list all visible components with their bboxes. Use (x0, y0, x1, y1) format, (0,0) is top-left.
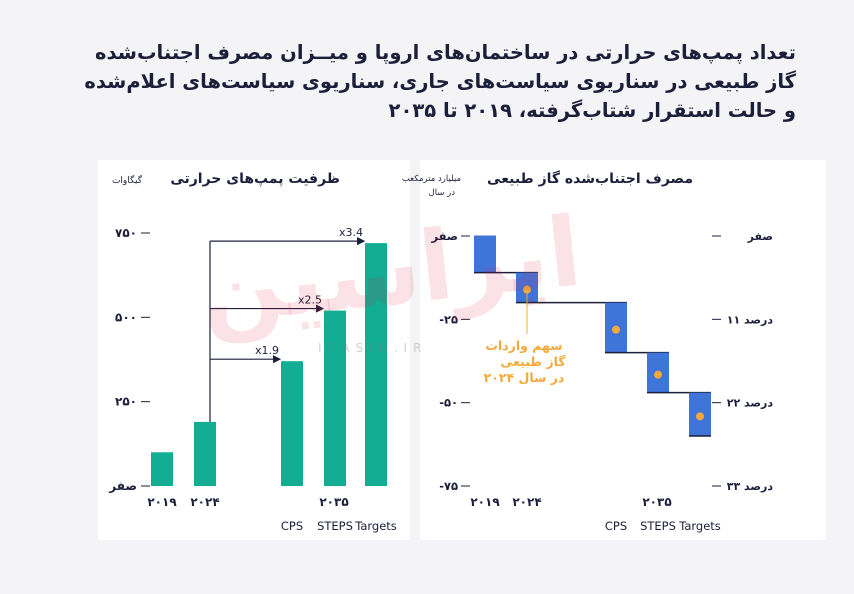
multiplier-label: x2.5 (298, 294, 322, 307)
import-share-annotation: سهم واردات گاز طبیعی در سال ۲۰۲۴ (484, 286, 566, 385)
capacity-y-tick-label: ۵۰۰ (115, 310, 137, 324)
title-line-3: و حالت استقرار شتاب‌گرفته، ۲۰۱۹ تا ۲۰۳۵ (388, 99, 796, 122)
gas-x-label: Targets (678, 519, 721, 533)
title-line-1: تعداد پمپ‌های حرارتی در ساختمان‌های اروپ… (95, 41, 796, 64)
gas-waterfall-bar (474, 236, 496, 273)
capacity-y-unit: گیگاوات (112, 174, 143, 186)
gas-y-tick-label: -۷۵ (439, 479, 458, 493)
capacity-y-tick-label: ۲۵۰ (115, 395, 137, 409)
gas-percent-tick-label: ۱۱ درصد (727, 313, 774, 326)
capacity-x-label: STEPS (317, 519, 353, 533)
gas-x-label: ۲۰۱۹ (470, 495, 500, 509)
multiplier-label: x3.4 (339, 226, 363, 239)
capacity-year-group-label: ۲۰۳۵ (319, 495, 348, 509)
watermark-url: IRASIN.IR (318, 341, 428, 355)
gas-percent-ticks: صفر ۱۱ درصد ۲۲ درصد ۳۳ درصد (712, 230, 773, 493)
gas-x-labels: ۲۰۱۹ ۲۰۲۴ CPS STEPS Targets (470, 495, 720, 533)
page-title: تعداد پمپ‌های حرارتی در ساختمان‌های اروپ… (76, 38, 796, 125)
capacity-bar (151, 452, 173, 486)
capacity-bar (281, 361, 303, 486)
capacity-chart-title: ظرفیت پمپ‌های حرارتی (170, 171, 340, 187)
gas-percent-tick-label: ۲۲ درصد (727, 397, 774, 410)
capacity-bar (194, 421, 216, 486)
annotation-dot (523, 286, 531, 294)
capacity-bar (324, 310, 346, 486)
capacity-y-tick-label: صفر (108, 479, 137, 493)
gas-x-label: CPS (605, 519, 627, 533)
title-line-2: گاز طبیعی در سناریوی سیاست‌های جاری، سنا… (84, 70, 796, 93)
gas-x-label: ۲۰۲۴ (512, 495, 541, 509)
capacity-x-label: CPS (281, 519, 303, 533)
capacity-y-ticks: ۷۵۰ ۵۰۰ ۲۵۰ صفر (108, 226, 150, 493)
gas-chart-title: مصرف اجتناب‌شده گاز طبیعی (487, 170, 693, 187)
gas-y-tick-label: -۵۰ (439, 396, 458, 410)
capacity-y-tick-label: ۷۵۰ (115, 226, 137, 240)
gas-y-tick-label: صفر (430, 229, 458, 243)
annotation-line-1: سهم واردات (485, 338, 562, 353)
import-share-marker (696, 412, 704, 421)
capacity-x-label: Targets (354, 519, 397, 533)
multiplier-label: x1.9 (255, 344, 279, 357)
import-share-marker (612, 325, 620, 334)
gas-y-tick-label: -۲۵ (439, 312, 458, 326)
gas-y-unit-line-1: میلیارد مترمکعب (402, 174, 461, 184)
gas-waterfall-bars (474, 235, 711, 437)
capacity-x-label: ۲۰۲۴ (190, 495, 219, 509)
annotation-line-3: در سال ۲۰۲۴ (484, 370, 565, 385)
capacity-x-label: ۲۰۱۹ (147, 495, 177, 509)
capacity-x-labels: ۲۰۱۹ ۲۰۲۴ CPS STEPS Targets (147, 495, 396, 533)
gas-y-unit-line-2: در سال (429, 188, 456, 198)
gas-percent-tick-label: صفر (747, 230, 773, 243)
gas-y-ticks: صفر -۲۵ -۵۰ -۷۵ (430, 229, 470, 493)
capacity-bar (365, 243, 387, 486)
annotation-line-2: گاز طبیعی (500, 354, 566, 369)
gas-x-label: STEPS (640, 519, 676, 533)
gas-year-group-label: ۲۰۳۵ (642, 495, 671, 509)
import-share-marker (654, 370, 662, 379)
gas-percent-tick-label: ۳۳ درصد (727, 480, 774, 493)
capacity-panel (98, 160, 410, 540)
capacity-multiplier-arrows: x1.9 x2.5 x3.4 (209, 226, 366, 422)
capacity-bars (151, 243, 387, 486)
